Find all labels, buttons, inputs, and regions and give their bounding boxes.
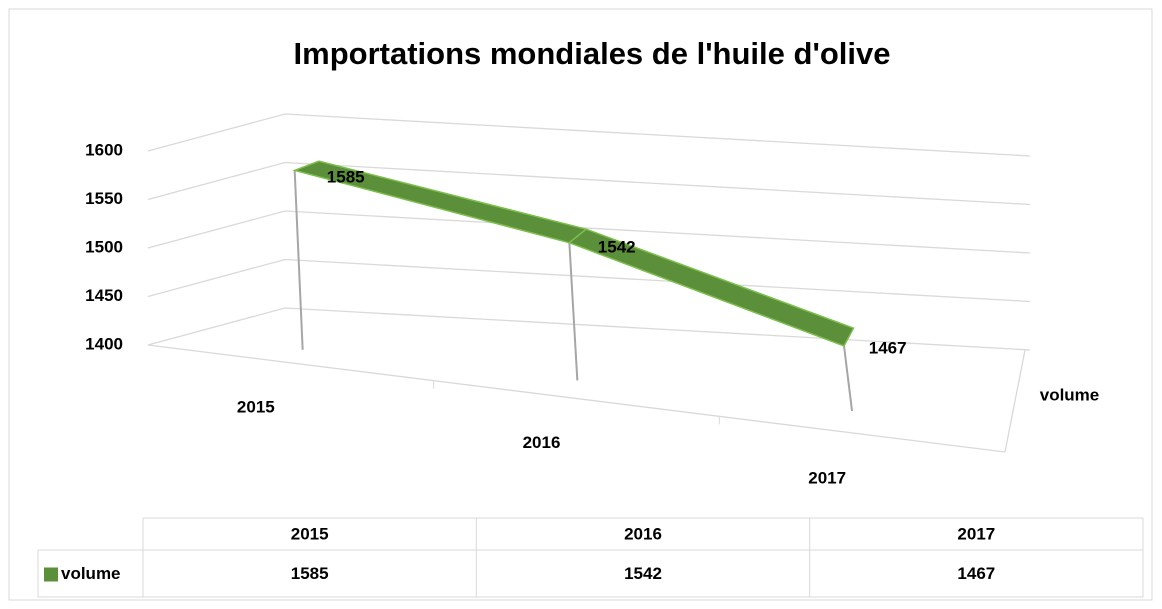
legend-label: volume xyxy=(61,564,121,583)
y-tick-label: 1450 xyxy=(85,286,123,305)
table-header: 2016 xyxy=(624,524,662,543)
drop-line xyxy=(293,170,304,350)
x-tick-label: 2017 xyxy=(808,469,846,488)
grid-line xyxy=(147,258,1031,303)
data-label: 1585 xyxy=(327,167,365,186)
drop-line xyxy=(843,345,854,412)
y-tick-label: 1500 xyxy=(85,237,123,256)
floor-edge xyxy=(147,344,1006,453)
table-value: 1585 xyxy=(291,564,329,583)
legend-key xyxy=(44,567,58,582)
y-tick-label: 1550 xyxy=(85,189,123,208)
grid-line xyxy=(147,307,1031,351)
grid-line xyxy=(147,210,1031,254)
floor-edge xyxy=(1004,349,1026,453)
table-value: 1542 xyxy=(624,564,662,583)
grid-line xyxy=(147,113,1031,157)
table-value: 1467 xyxy=(957,564,995,583)
y-tick-label: 1400 xyxy=(85,334,123,353)
table-header: 2017 xyxy=(957,524,995,543)
table-header: 2015 xyxy=(291,524,329,543)
y-tick-label: 1600 xyxy=(85,140,123,159)
ribbon-segment xyxy=(567,228,855,347)
chart-border xyxy=(8,8,1153,601)
chart-title: Importations mondiales de l'huile d'oliv… xyxy=(294,36,891,71)
grid-line xyxy=(147,161,1031,206)
data-label: 1467 xyxy=(869,339,907,358)
depth-axis-label: volume xyxy=(1040,385,1100,404)
x-tick-label: 2015 xyxy=(237,397,275,416)
x-tick-label: 2016 xyxy=(523,433,561,452)
drop-line xyxy=(568,242,579,381)
data-label: 1542 xyxy=(598,237,636,256)
